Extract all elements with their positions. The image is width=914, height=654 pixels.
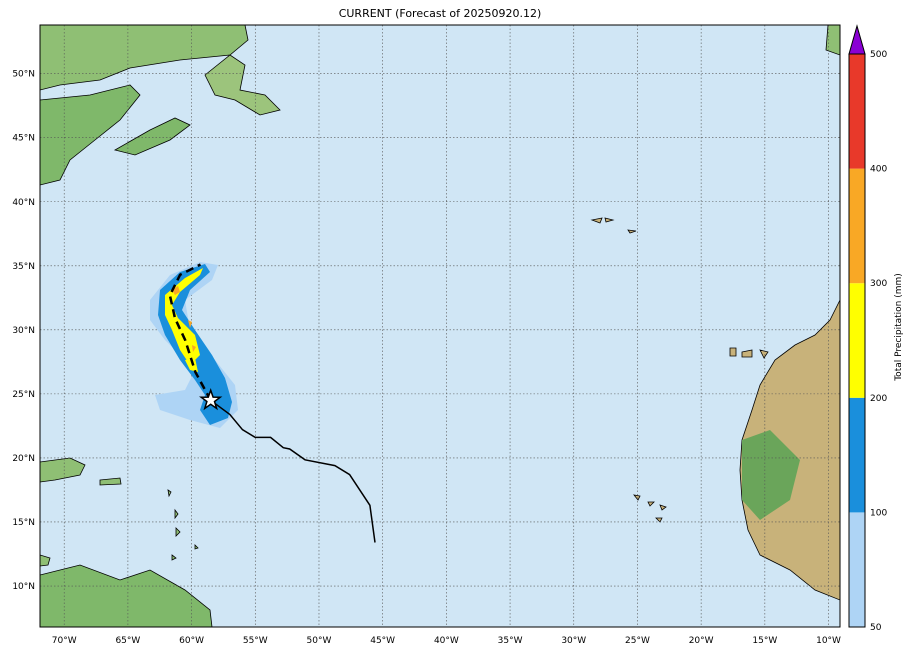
colorbar-tick-label: 500	[870, 50, 887, 60]
land-newfoundland	[204, 54, 281, 116]
precip-300-400	[172, 286, 196, 352]
lat-tick-label: 30°N	[12, 326, 35, 336]
lat-tick-label: 40°N	[12, 198, 35, 208]
map-title: CURRENT (Forecast of 20250920.12)	[338, 7, 542, 20]
lon-tick-label: 40°W	[434, 636, 459, 646]
map-frame	[39, 24, 841, 628]
axis-ticks: 70°W 65°W 60°W 55°W 50°W 45°W 40°W 35°W 30°W 25°W…	[12, 70, 841, 646]
lon-tick-label: 45°W	[370, 636, 395, 646]
colorbar-extend-arrow	[848, 24, 866, 55]
land-canada	[40, 25, 249, 91]
colorbar-segment	[849, 512, 865, 627]
land-canary-islands	[729, 347, 769, 359]
colorbar-label: Total Precipitation (mm)	[894, 273, 904, 382]
colorbar-segment	[849, 397, 865, 513]
lat-tick-label: 10°N	[12, 582, 35, 592]
lon-tick-label: 60°W	[179, 636, 204, 646]
lon-tick-label: 25°W	[625, 636, 650, 646]
colorbar-tick-label: 300	[870, 279, 887, 289]
land-nova-scotia	[40, 84, 141, 186]
colorbar-tick-label: 400	[870, 165, 887, 175]
lon-tick-label: 10°W	[816, 636, 841, 646]
colorbar-tick-label: 100	[870, 508, 887, 518]
land-cuba-tip	[40, 554, 51, 567]
lat-tick-label: 35°N	[12, 262, 35, 272]
land-puerto-rico	[99, 477, 122, 486]
lon-tick-label: 70°W	[52, 636, 77, 646]
colorbar-segment	[849, 283, 865, 398]
lat-tick-label: 25°N	[12, 390, 35, 400]
lon-tick-label: 65°W	[115, 636, 140, 646]
land-hispaniola	[40, 457, 86, 483]
land-lesser-antilles	[167, 489, 199, 561]
past-storm-track	[210, 399, 376, 543]
land-europe-tip	[825, 25, 840, 56]
colorbar: 50 100 200 300 400 500	[848, 24, 887, 633]
land-masses	[40, 25, 840, 627]
forecast-storm-track	[168, 263, 212, 401]
lat-tick-label: 45°N	[12, 134, 35, 144]
land-pei	[113, 117, 191, 156]
lat-tick-label: 20°N	[12, 454, 35, 464]
colorbar-tick-label: 200	[870, 394, 887, 404]
colorbar-segment	[849, 54, 865, 169]
lon-tick-label: 50°W	[307, 636, 332, 646]
lon-tick-label: 55°W	[243, 636, 268, 646]
land-south-america	[40, 564, 213, 627]
lat-tick-label: 15°N	[12, 518, 35, 528]
lon-tick-label: 15°W	[752, 636, 777, 646]
lon-tick-label: 20°W	[689, 636, 714, 646]
land-azores	[590, 217, 637, 234]
land-africa-green	[742, 430, 800, 520]
lon-tick-label: 30°W	[561, 636, 586, 646]
colorbar-frame	[848, 53, 866, 628]
lon-tick-label: 35°W	[498, 636, 523, 646]
colorbar-segment	[849, 168, 865, 284]
colorbar-tick-label: 50	[870, 623, 882, 633]
lat-tick-label: 50°N	[12, 70, 35, 80]
star-icon	[199, 388, 223, 411]
